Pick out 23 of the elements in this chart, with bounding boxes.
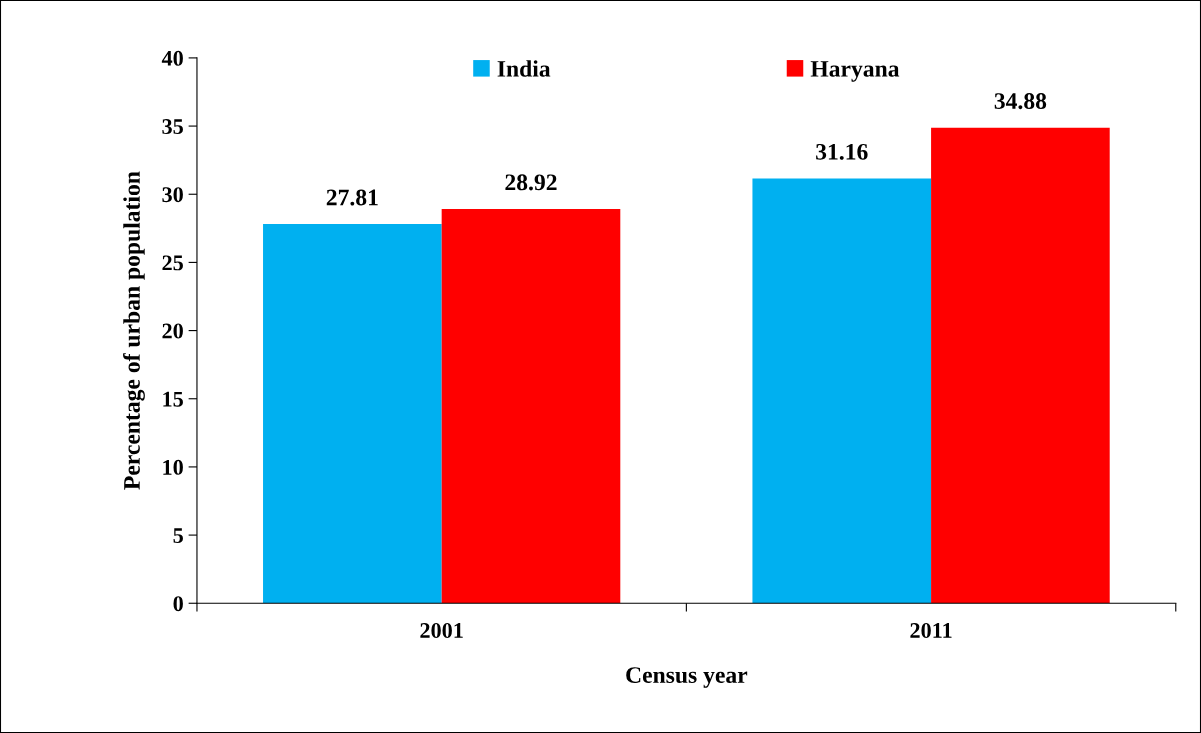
y-tick-label: 40	[161, 50, 183, 66]
data-label: 28.92	[505, 174, 557, 191]
data-label: 34.88	[994, 93, 1047, 110]
bar	[441, 208, 621, 604]
bar	[931, 127, 1110, 604]
x-tick-label: 2011	[910, 622, 952, 638]
x-tick-label: 2001	[420, 622, 463, 638]
legend-label: Haryana	[810, 61, 900, 82]
x-axis-title: Census year	[626, 667, 748, 688]
y-tick-label: 10	[163, 459, 183, 475]
data-label: 27.81	[326, 189, 378, 206]
legend-label: India	[497, 60, 551, 77]
y-tick-label: 35	[162, 119, 183, 134]
y-tick-label: 25	[162, 255, 183, 271]
y-tick-label: 0	[173, 596, 183, 612]
y-tick-label: 30	[162, 187, 183, 203]
y-axis-title: Percentage of urban population	[123, 171, 145, 490]
y-tick-label: 15	[163, 391, 183, 407]
bar	[752, 178, 932, 604]
data-label: 31.16	[816, 143, 868, 160]
y-tick-label: 5	[173, 528, 183, 544]
bar	[263, 224, 442, 604]
y-tick-label: 20	[162, 323, 183, 339]
